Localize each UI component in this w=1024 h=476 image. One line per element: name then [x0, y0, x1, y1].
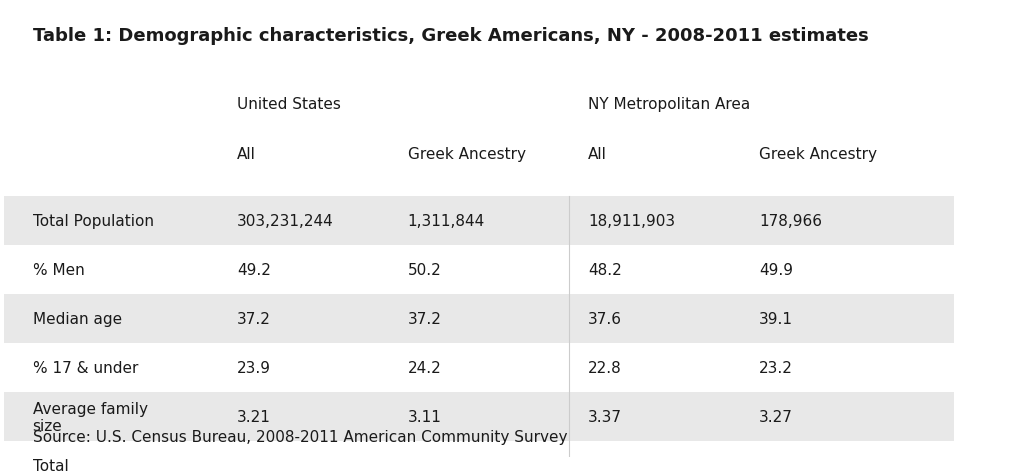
Text: 37.2: 37.2: [408, 312, 441, 327]
Text: 39.1: 39.1: [759, 312, 794, 327]
Text: NY Metropolitan Area: NY Metropolitan Area: [588, 97, 751, 112]
Text: 37.2: 37.2: [237, 312, 270, 327]
Text: 22.8: 22.8: [588, 361, 622, 376]
Text: 3.11: 3.11: [408, 409, 441, 425]
Text: Median age: Median age: [33, 312, 122, 327]
Text: United States: United States: [237, 97, 341, 112]
Text: 37.6: 37.6: [588, 312, 623, 327]
Text: 303,231,244: 303,231,244: [237, 214, 334, 229]
Text: 3.37: 3.37: [588, 409, 623, 425]
Text: Source: U.S. Census Bureau, 2008-2011 American Community Survey: Source: U.S. Census Bureau, 2008-2011 Am…: [33, 429, 567, 444]
Text: Greek Ancestry: Greek Ancestry: [408, 147, 525, 162]
Text: 48.2: 48.2: [588, 263, 622, 278]
Text: Total Population: Total Population: [33, 214, 154, 229]
Text: Average family
size: Average family size: [33, 401, 147, 433]
Text: 50.2: 50.2: [408, 263, 441, 278]
Text: 23.2: 23.2: [759, 361, 793, 376]
Text: 3.21: 3.21: [237, 409, 270, 425]
Bar: [4, 197, 954, 246]
Text: % 17 & under: % 17 & under: [33, 361, 138, 376]
Bar: [4, 295, 954, 344]
Text: 178,966: 178,966: [759, 214, 822, 229]
Text: 49.9: 49.9: [759, 263, 794, 278]
Text: Greek Ancestry: Greek Ancestry: [759, 147, 878, 162]
Text: 24.2: 24.2: [408, 361, 441, 376]
Text: All: All: [588, 147, 607, 162]
Bar: [4, 393, 954, 442]
Text: Total: Total: [33, 458, 69, 474]
Text: 49.2: 49.2: [237, 263, 270, 278]
Text: 3.27: 3.27: [759, 409, 793, 425]
Text: Table 1: Demographic characteristics, Greek Americans, NY - 2008-2011 estimates: Table 1: Demographic characteristics, Gr…: [33, 27, 868, 45]
Text: 18,911,903: 18,911,903: [588, 214, 676, 229]
Text: 23.9: 23.9: [237, 361, 270, 376]
Text: % Men: % Men: [33, 263, 84, 278]
Text: All: All: [237, 147, 256, 162]
Text: 1,311,844: 1,311,844: [408, 214, 485, 229]
